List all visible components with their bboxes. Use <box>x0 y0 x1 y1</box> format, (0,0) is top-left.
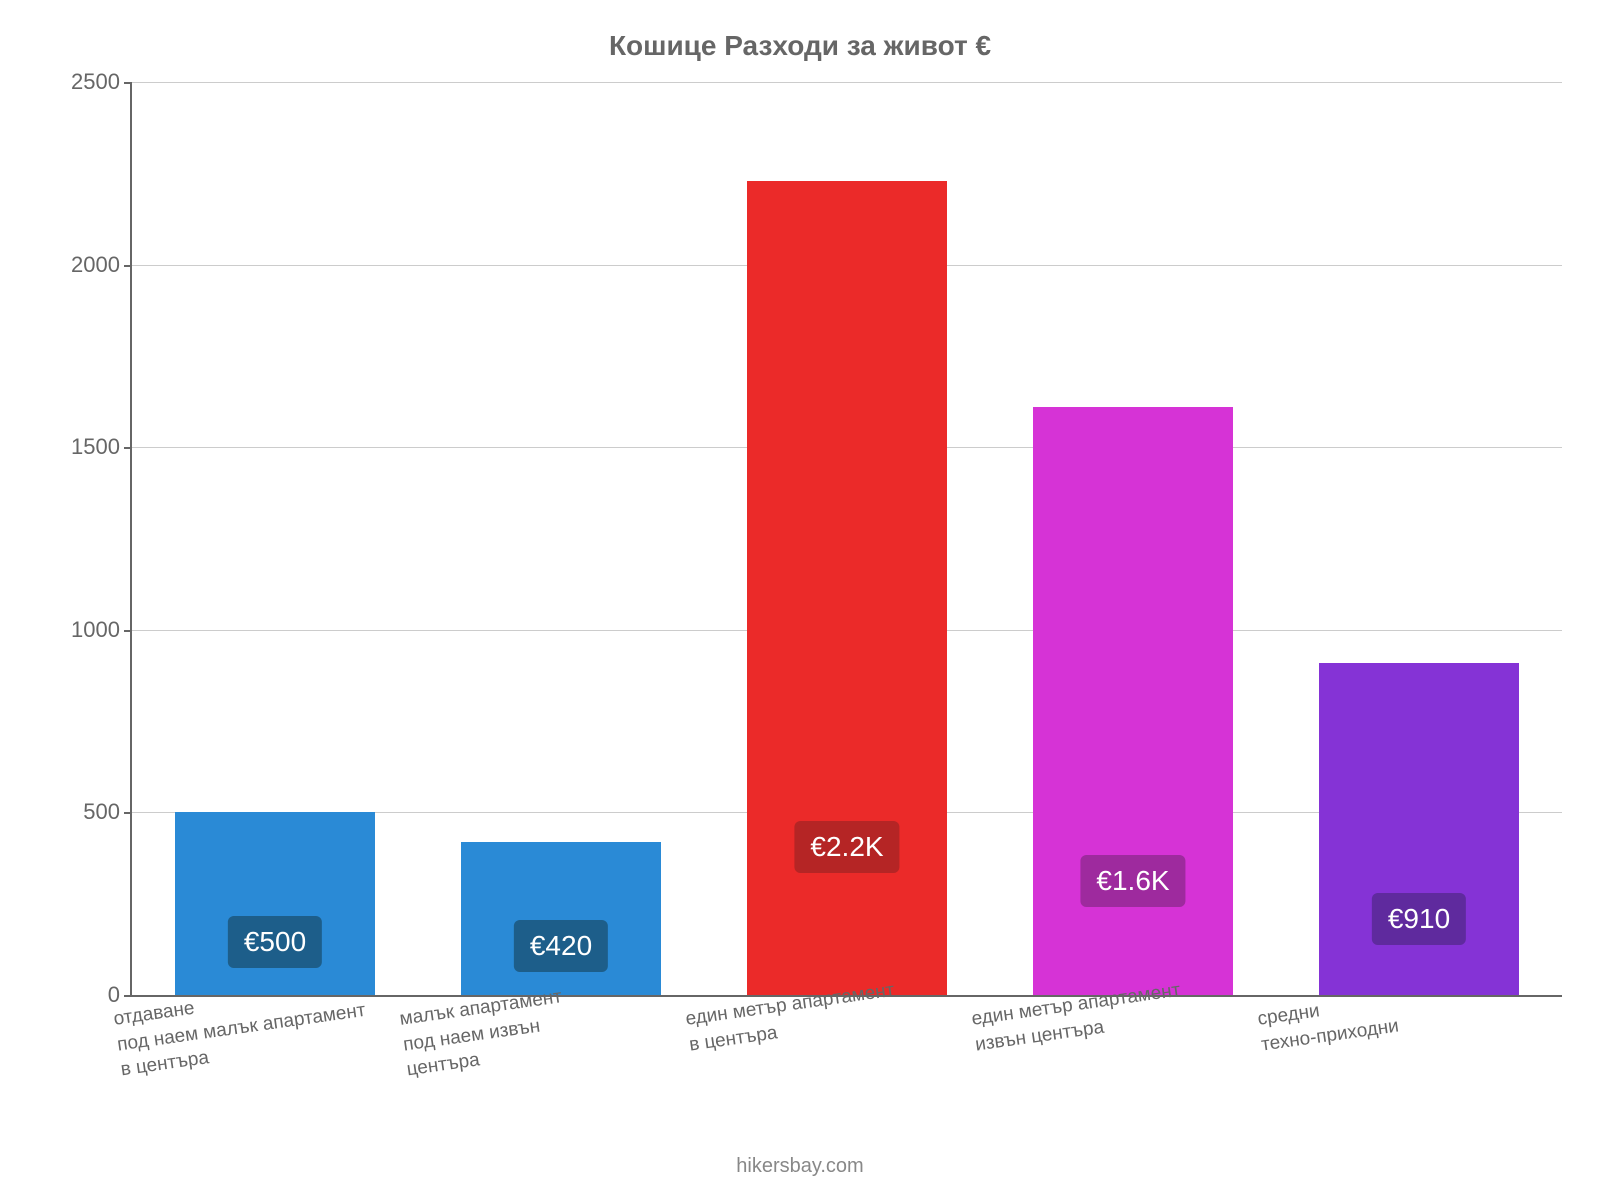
bar-value-label: €2.2K <box>794 821 899 873</box>
y-tick-label: 2500 <box>71 69 120 95</box>
x-category-label: отдаване под наем малък апартамент в цен… <box>112 972 371 1083</box>
plot-top-border <box>132 82 1562 83</box>
y-tick-mark <box>124 995 132 997</box>
y-tick-mark <box>124 265 132 267</box>
y-tick-label: 0 <box>108 982 120 1008</box>
y-tick-label: 1000 <box>71 617 120 643</box>
chart-container: Кошице Разходи за живот € 05001000150020… <box>0 0 1600 1200</box>
y-tick-mark <box>124 630 132 632</box>
y-tick-label: 2000 <box>71 252 120 278</box>
x-category-label: средни техно-приходни <box>1256 988 1400 1058</box>
chart-title: Кошице Разходи за живот € <box>0 30 1600 62</box>
bar-value-label: €500 <box>228 916 322 968</box>
y-tick-label: 500 <box>83 799 120 825</box>
y-tick-label: 1500 <box>71 434 120 460</box>
chart-footer: hikersbay.com <box>0 1155 1600 1178</box>
bar-value-label: €420 <box>514 920 608 972</box>
bar-value-label: €910 <box>1372 893 1466 945</box>
y-tick-mark <box>124 812 132 814</box>
bar-value-label: €1.6K <box>1080 855 1185 907</box>
x-category-label: малък апартамент под наем извън центъра <box>398 984 571 1083</box>
y-tick-mark <box>124 82 132 84</box>
plot-area: 05001000150020002500€500отдаване под нае… <box>130 82 1562 997</box>
y-tick-mark <box>124 447 132 449</box>
